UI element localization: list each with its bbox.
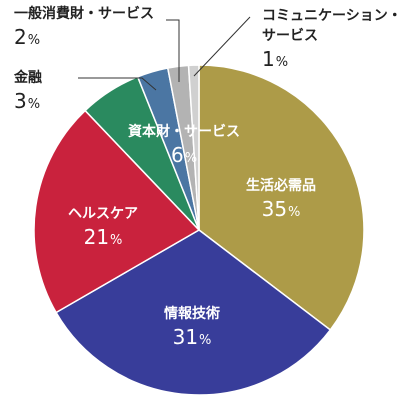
pie-slice bbox=[198, 64, 365, 331]
slice-label: ヘルスケア 21% bbox=[68, 206, 138, 249]
slice-label-name: コミュニケーション・ bbox=[262, 8, 400, 24]
slice-label: 資本財・サービス 6% bbox=[128, 123, 240, 167]
slice-label: 一般消費財・サービス 2% bbox=[14, 5, 154, 49]
leader-line bbox=[78, 77, 157, 91]
slice-label-name: 一般消費財・サービス bbox=[14, 5, 154, 22]
slice-label-name: 情報技術 bbox=[164, 305, 220, 322]
slice-label-value: 2% bbox=[14, 25, 40, 49]
pie-slice bbox=[55, 229, 332, 396]
slice-label-name: 資本財・サービス bbox=[128, 123, 240, 140]
leader-line bbox=[166, 19, 180, 82]
slice-label-name: ヘルスケア bbox=[68, 206, 138, 222]
pie-slice bbox=[33, 109, 201, 314]
slice-label-value: 35% bbox=[262, 197, 301, 221]
slice-label-name: 金融 bbox=[13, 69, 42, 86]
slice-label: 情報技術 31% bbox=[164, 305, 220, 349]
slice-label-value: 31% bbox=[173, 325, 212, 349]
slice-label: 生活必需品 35% bbox=[246, 177, 316, 221]
slice-label-value: 21% bbox=[84, 225, 123, 249]
slice-label-name: サービス bbox=[262, 28, 318, 44]
slice-label: コミュニケーション・サービス 1% bbox=[262, 8, 400, 71]
slice-label-value: 6% bbox=[171, 143, 197, 167]
pie-slice bbox=[187, 64, 200, 231]
slice-label-name: 生活必需品 bbox=[246, 177, 316, 194]
slice-label: 金融 3% bbox=[13, 69, 42, 113]
slice-label-value: 3% bbox=[14, 89, 40, 113]
leader-line bbox=[193, 16, 251, 77]
slice-label-value: 1% bbox=[262, 47, 288, 71]
